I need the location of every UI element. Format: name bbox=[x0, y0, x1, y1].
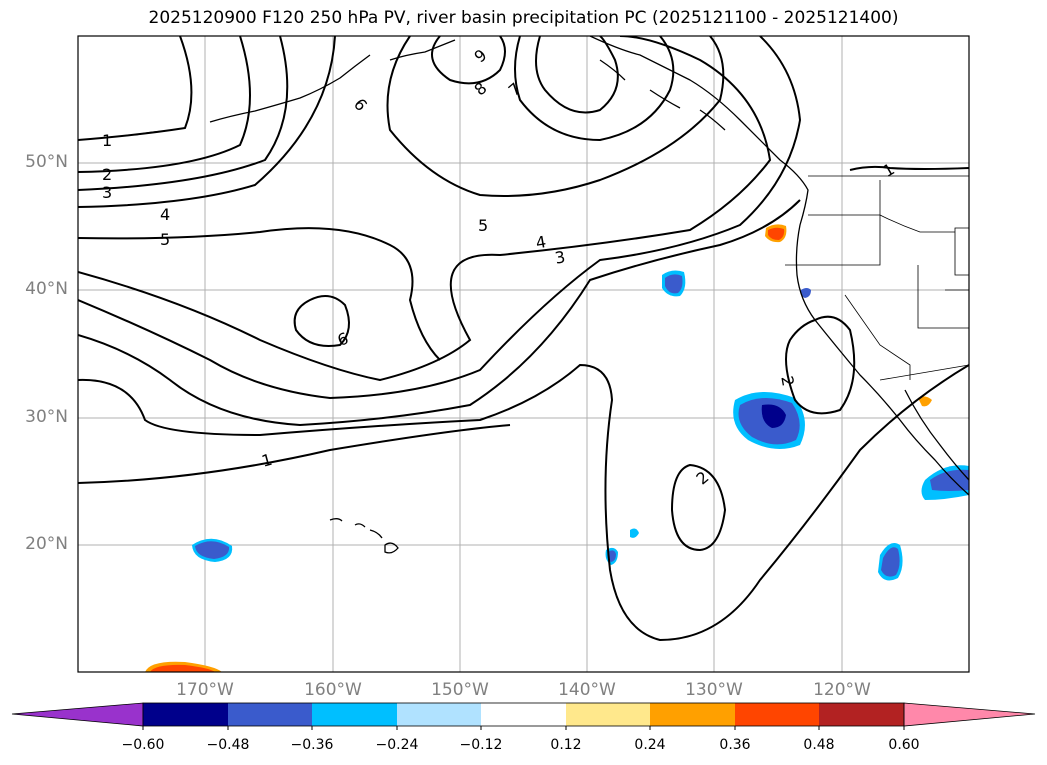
contour-label: 3 bbox=[102, 183, 112, 202]
pv-contours bbox=[78, 36, 969, 642]
colorbar-bin bbox=[143, 703, 228, 726]
contour-label: 1 bbox=[260, 450, 275, 471]
colorbar-tick-label: 0.60 bbox=[888, 737, 920, 753]
colorbar-tick-label: 0.48 bbox=[803, 737, 835, 753]
lon-label: 130°W bbox=[685, 680, 743, 700]
colorbar-tick-label: 0.36 bbox=[719, 737, 751, 753]
colorbar-tick-label: −0.36 bbox=[290, 737, 334, 753]
plot-frame bbox=[77, 35, 970, 673]
lon-label: 170°W bbox=[176, 680, 234, 700]
contour-label: 2 bbox=[102, 165, 112, 184]
lon-label: 120°W bbox=[813, 680, 871, 700]
colorbar-bin bbox=[481, 703, 566, 726]
borders bbox=[785, 175, 969, 381]
precip-shading bbox=[145, 224, 969, 672]
colorbar bbox=[11, 702, 1036, 730]
lat-label: 30°N bbox=[25, 407, 68, 427]
contour-label: 4 bbox=[160, 205, 170, 224]
colorbar-extend-low bbox=[11, 702, 144, 727]
colorbar-tick-label: −0.48 bbox=[206, 737, 250, 753]
contour-label: 4 bbox=[534, 232, 547, 252]
plot-area bbox=[78, 36, 969, 672]
colorbar-bin bbox=[228, 703, 312, 726]
lon-label: 160°W bbox=[304, 680, 362, 700]
colorbar-extend-high bbox=[903, 702, 1036, 727]
colorbar-bin bbox=[566, 703, 650, 726]
lat-label: 20°N bbox=[25, 534, 68, 554]
colorbar-tick-label: 0.12 bbox=[550, 737, 582, 753]
lat-label: 50°N bbox=[25, 152, 68, 172]
lon-label: 140°W bbox=[558, 680, 616, 700]
colorbar-tick-label: −0.60 bbox=[121, 737, 165, 753]
contour-label: 3 bbox=[553, 247, 566, 267]
contour-label: 2 bbox=[777, 374, 797, 387]
colorbar-bin bbox=[650, 703, 735, 726]
colorbar-bin bbox=[735, 703, 819, 726]
lon-label: 150°W bbox=[431, 680, 489, 700]
contour-label: 1 bbox=[102, 131, 112, 150]
contour-label: 5 bbox=[160, 230, 170, 249]
colorbar-tick-label: 0.24 bbox=[634, 737, 666, 753]
lat-label: 40°N bbox=[25, 279, 68, 299]
colorbar-bin bbox=[819, 703, 904, 726]
map-title: 2025120900 F120 250 hPa PV, river basin … bbox=[148, 8, 899, 28]
colorbar-bin bbox=[397, 703, 481, 726]
colorbar-bin bbox=[312, 703, 397, 726]
contour-label: 5 bbox=[478, 216, 488, 235]
colorbar-tick-label: −0.12 bbox=[459, 737, 503, 753]
colorbar-tick-label: −0.24 bbox=[375, 737, 419, 753]
